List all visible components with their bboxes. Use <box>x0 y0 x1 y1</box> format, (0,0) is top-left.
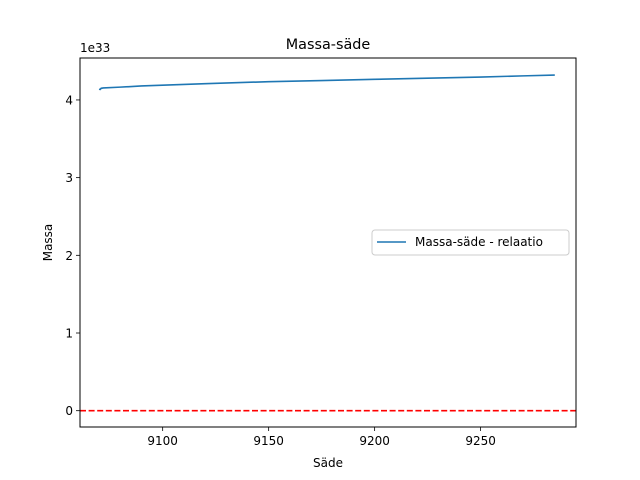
y-tick-label: 1 <box>65 327 73 341</box>
x-axis-ticks: 9100 9150 9200 9250 <box>147 427 496 448</box>
legend-label-massa-sade: Massa-säde - relaatio <box>415 235 543 249</box>
y-tick-label: 0 <box>65 404 73 418</box>
x-tick-label: 9150 <box>253 434 284 448</box>
y-tick-label: 3 <box>65 171 73 185</box>
legend: Massa-säde - relaatio <box>371 229 570 256</box>
x-axis-label: Säde <box>313 456 343 470</box>
y-axis-label: Massa <box>41 224 55 262</box>
legend-box <box>371 229 570 256</box>
axes-frame <box>79 57 577 428</box>
x-tick-label: 9200 <box>359 434 390 448</box>
x-tick-label: 9100 <box>147 434 178 448</box>
y-axis-ticks: 0 1 2 3 4 <box>65 93 80 418</box>
y-offset-label: 1e33 <box>80 41 110 55</box>
chart-title: Massa-säde <box>286 37 371 53</box>
series-line-massa-sade <box>98 74 555 91</box>
y-tick-label: 4 <box>65 93 73 107</box>
y-tick-label: 2 <box>65 249 73 263</box>
x-tick-label: 9250 <box>465 434 496 448</box>
